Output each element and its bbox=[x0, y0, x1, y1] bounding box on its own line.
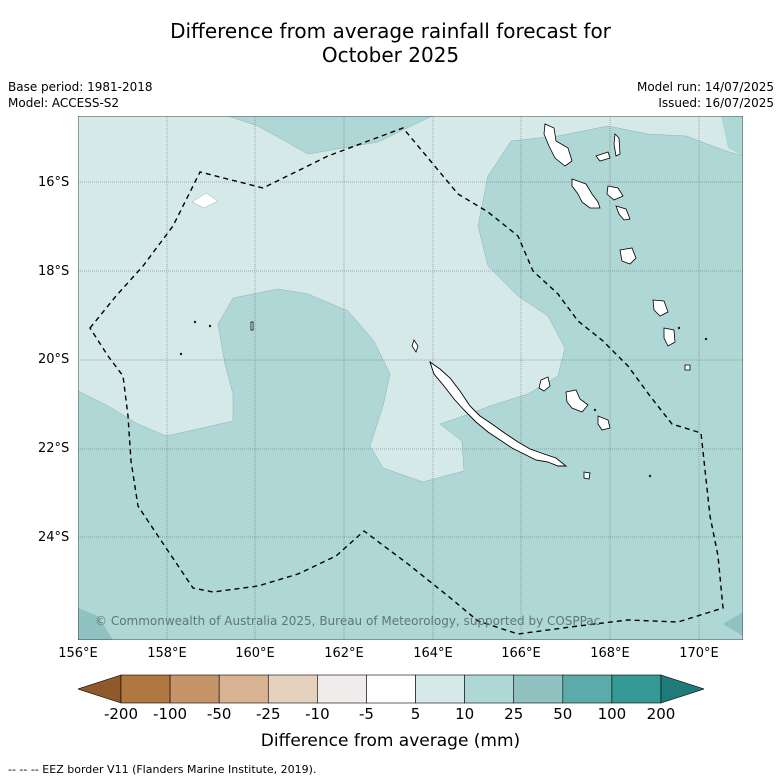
islet-east-4 bbox=[593, 408, 597, 412]
colorbar-tick-label: 100 bbox=[597, 705, 627, 723]
colorbar-segment bbox=[415, 674, 465, 704]
aneityum-island bbox=[684, 364, 691, 371]
title-line-1: Difference from average rainfall forecas… bbox=[170, 19, 611, 43]
lat-label-20s: 20°S bbox=[38, 352, 70, 367]
colorbar-segment bbox=[513, 674, 564, 704]
colorbar-segment bbox=[218, 674, 269, 704]
small-white-patch bbox=[191, 192, 219, 209]
new-caledonia-north-islet bbox=[411, 339, 419, 353]
colorbar-tick-label: -25 bbox=[256, 705, 281, 723]
colorbar-segment bbox=[562, 674, 613, 704]
loyalty-island-3 bbox=[597, 415, 611, 431]
colorbar-tick-label: 10 bbox=[455, 705, 475, 723]
light-wet-region bbox=[78, 116, 743, 483]
colorbar-tick-label: 50 bbox=[553, 705, 573, 723]
colorbar-extend-low bbox=[78, 674, 122, 704]
colorbar bbox=[78, 674, 704, 704]
malakula-island bbox=[571, 178, 601, 209]
title-line-2: October 2025 bbox=[321, 43, 460, 67]
small-islets bbox=[179, 320, 708, 478]
lon-label-168e: 168°E bbox=[590, 646, 630, 661]
ambae-island bbox=[595, 151, 611, 162]
efate-island bbox=[619, 247, 637, 265]
issued-text: Issued: 16/07/2025 bbox=[658, 96, 774, 110]
lon-label-158e: 158°E bbox=[147, 646, 187, 661]
chart-title: Difference from average rainfall forecas… bbox=[0, 19, 781, 67]
new-caledonia-island bbox=[429, 360, 568, 467]
islet-east-3 bbox=[648, 474, 652, 478]
colorbar-extend-high bbox=[660, 674, 704, 704]
islet-west-3 bbox=[208, 324, 212, 328]
colorbar-segment bbox=[120, 674, 171, 704]
lat-label-22s: 22°S bbox=[38, 441, 70, 456]
pentecost-island bbox=[606, 185, 624, 201]
colorbar-segment bbox=[267, 674, 318, 704]
northeast-corner-region bbox=[721, 116, 743, 156]
colorbar-tick-label: -100 bbox=[153, 705, 188, 723]
islet-west-2 bbox=[193, 320, 197, 324]
lon-label-170e: 170°E bbox=[679, 646, 719, 661]
isle-of-pines bbox=[583, 471, 591, 480]
rainfall-map bbox=[78, 116, 743, 640]
lon-label-164e: 164°E bbox=[413, 646, 453, 661]
base-period-text: Base period: 1981-2018 bbox=[8, 80, 153, 94]
colorbar-tick-label: -5 bbox=[358, 705, 374, 723]
model-text: Model: ACCESS-S2 bbox=[8, 96, 120, 110]
vanuatu-islands bbox=[543, 123, 691, 371]
islet-west-4 bbox=[179, 352, 183, 356]
graticule bbox=[78, 116, 743, 640]
colorbar-tick-label: 25 bbox=[504, 705, 524, 723]
lon-label-166e: 166°E bbox=[501, 646, 541, 661]
colorbar-segment bbox=[464, 674, 515, 704]
espiritu-santo bbox=[543, 123, 573, 167]
lat-label-16s: 16°S bbox=[38, 175, 70, 190]
loyalty-island-1 bbox=[538, 376, 551, 392]
colorbar-tick-label: -200 bbox=[103, 705, 139, 723]
islet-west-1 bbox=[250, 321, 254, 331]
islet-east-2 bbox=[704, 337, 708, 341]
colorbar-segment bbox=[317, 674, 367, 704]
lon-label-160e: 160°E bbox=[235, 646, 275, 661]
meta-right: Model run: 14/07/2025 Issued: 16/07/2025 bbox=[637, 79, 774, 111]
tanna-island bbox=[663, 327, 676, 347]
colorbar-segment bbox=[611, 674, 662, 704]
model-run-text: Model run: 14/07/2025 bbox=[636, 80, 774, 94]
islet-east-1 bbox=[677, 326, 681, 330]
maewo-island bbox=[613, 133, 621, 157]
colorbar-tick-label: 5 bbox=[410, 705, 421, 723]
colorbar-label: Difference from average (mm) bbox=[260, 731, 521, 751]
erromango-island bbox=[652, 299, 669, 317]
colorbar-tick-label: -10 bbox=[305, 705, 330, 723]
eez-border bbox=[89, 127, 724, 635]
colorbar-segment bbox=[366, 674, 416, 704]
meta-left: Base period: 1981-2018 Model: ACCESS-S2 bbox=[8, 79, 153, 111]
lon-label-156e: 156°E bbox=[58, 646, 98, 661]
strong-wet-corner-sw bbox=[78, 608, 113, 640]
colorbar-tick-label: 200 bbox=[646, 705, 676, 723]
colorbar-tick-label: -50 bbox=[206, 705, 232, 723]
lat-label-24s: 24°S bbox=[38, 530, 70, 545]
colorbar-segment bbox=[169, 674, 220, 704]
lat-label-18s: 18°S bbox=[38, 264, 70, 279]
strong-wet-corner-se bbox=[723, 612, 743, 636]
copyright-text: © Commonwealth of Australia 2025, Bureau… bbox=[95, 614, 601, 628]
loyalty-island-2 bbox=[565, 389, 589, 413]
eez-border-legend: -- -- -- EEZ border V11 (Flanders Marine… bbox=[8, 763, 317, 776]
lon-label-162e: 162°E bbox=[324, 646, 364, 661]
epi-island bbox=[615, 205, 631, 221]
